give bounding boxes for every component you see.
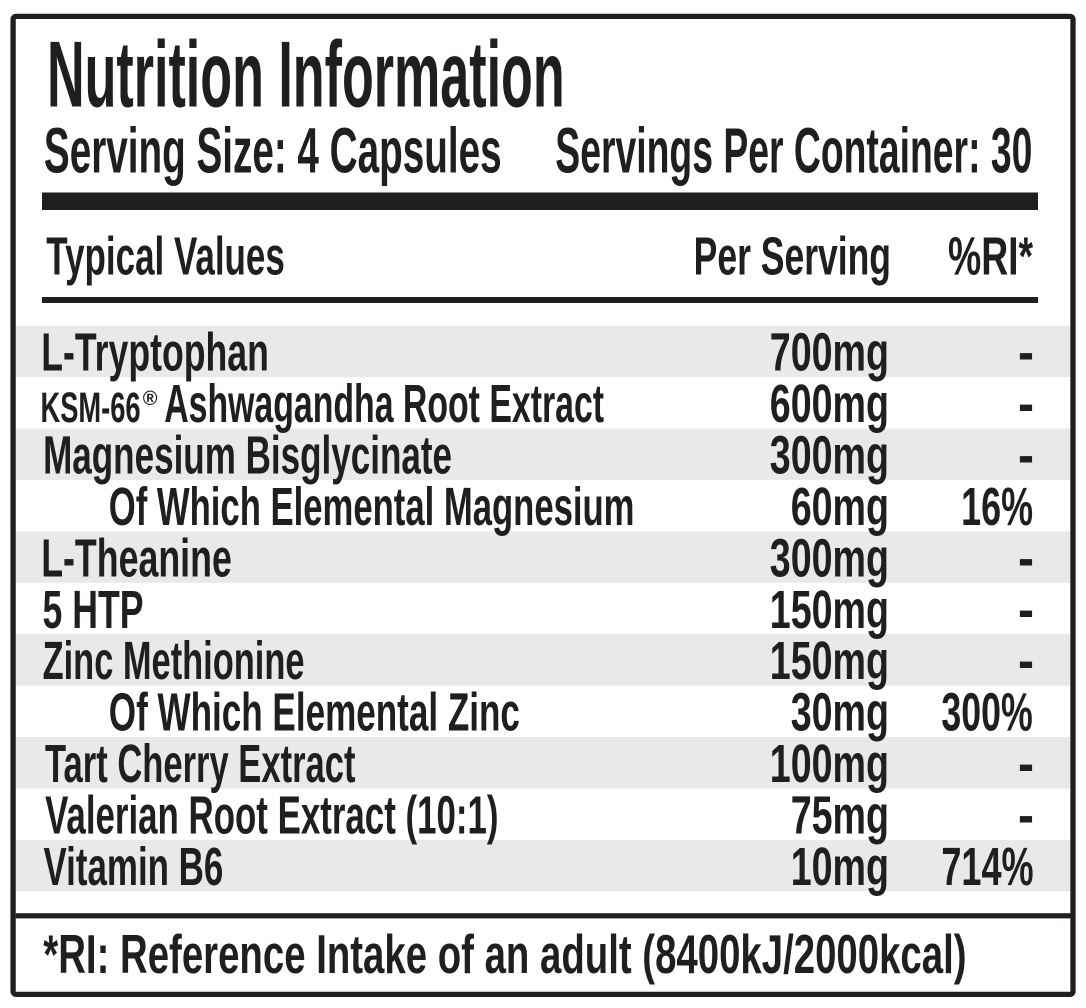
svg-text:-: - <box>1018 579 1034 639</box>
svg-text:Serving Size: 4 Capsules: Serving Size: 4 Capsules <box>44 116 502 187</box>
svg-text:Of Which Elemental Zinc: Of Which Elemental Zinc <box>109 682 520 742</box>
svg-text:-: - <box>1018 425 1034 485</box>
svg-text:-: - <box>1018 374 1034 434</box>
svg-text:L-Tryptophan: L-Tryptophan <box>41 322 269 382</box>
svg-text:100mg: 100mg <box>770 733 889 793</box>
svg-text:16%: 16% <box>961 476 1033 537</box>
svg-text:®: ® <box>143 388 158 410</box>
svg-text:60mg: 60mg <box>791 476 889 536</box>
svg-text:300mg: 300mg <box>770 528 889 588</box>
svg-text:%RI*: %RI* <box>948 226 1034 286</box>
svg-text:Of Which Elemental Magnesium: Of Which Elemental Magnesium <box>109 476 635 537</box>
svg-text:Magnesium Bisglycinate: Magnesium Bisglycinate <box>43 425 452 486</box>
svg-text:600mg: 600mg <box>770 373 889 433</box>
svg-text:714%: 714% <box>941 836 1033 897</box>
svg-text:75mg: 75mg <box>791 785 889 845</box>
svg-text:Tart Cherry Extract: Tart Cherry Extract <box>45 733 355 794</box>
svg-text:L-Theanine: L-Theanine <box>41 528 232 588</box>
svg-text:Valerian Root Extract (10:1): Valerian Root Extract (10:1) <box>45 785 498 846</box>
svg-text:Per Serving: Per Serving <box>694 226 891 286</box>
svg-text:Typical Values: Typical Values <box>46 226 285 287</box>
svg-text:-: - <box>1018 733 1034 793</box>
svg-text:150mg: 150mg <box>770 630 889 690</box>
svg-text:150mg: 150mg <box>770 579 889 639</box>
svg-text:Nutrition Information: Nutrition Information <box>47 22 565 127</box>
svg-text:-: - <box>1018 631 1034 691</box>
svg-text:Servings Per Container: 30: Servings Per Container: 30 <box>555 116 1032 187</box>
svg-text:300mg: 300mg <box>770 425 889 485</box>
svg-text:300%: 300% <box>941 682 1032 742</box>
svg-text:-: - <box>1018 322 1034 382</box>
svg-text:-: - <box>1018 785 1034 845</box>
svg-text:Ashwagandha Root Extract: Ashwagandha Root Extract <box>164 373 604 434</box>
svg-text:5 HTP: 5 HTP <box>43 579 144 639</box>
svg-text:700mg: 700mg <box>770 322 889 382</box>
svg-text:Vitamin B6: Vitamin B6 <box>44 836 224 897</box>
svg-text:*RI: Reference Intake of an ad: *RI: Reference Intake of an adult (8400k… <box>43 924 966 985</box>
svg-text:-: - <box>1018 528 1034 588</box>
svg-text:30mg: 30mg <box>791 682 889 742</box>
svg-text:10mg: 10mg <box>791 836 889 896</box>
svg-text:KSM-66: KSM-66 <box>41 383 141 432</box>
svg-text:Zinc Methionine: Zinc Methionine <box>43 630 305 691</box>
